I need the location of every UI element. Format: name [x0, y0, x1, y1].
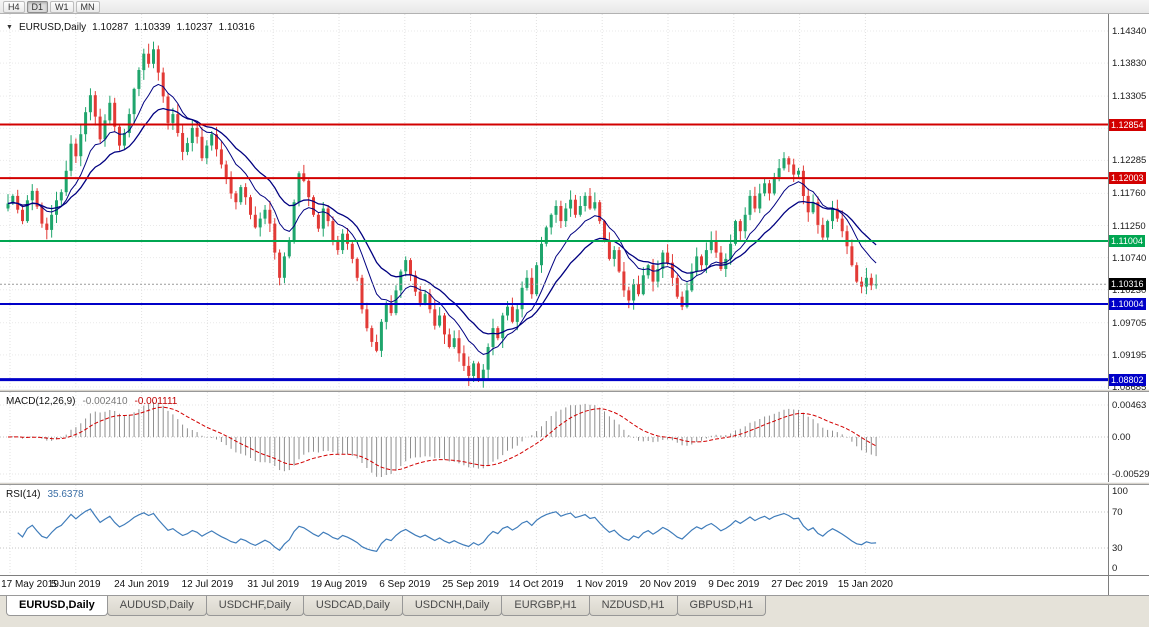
tab-eurgbp-h1[interactable]: EURGBP,H1: [501, 596, 590, 616]
date-axis-label: 20 Nov 2019: [639, 579, 697, 590]
price-axis-label: 1.11760: [1112, 188, 1146, 200]
rsi-value: 35.6378: [47, 489, 84, 500]
price-axis-label: 1.14340: [1112, 26, 1147, 37]
current-price-tag: 1.10316: [1109, 278, 1146, 291]
time-axis-corner: [1108, 576, 1149, 595]
time-axis[interactable]: 17 May 2019 5 Jun 2019 24 Jun 2019 12 Jul 2…: [0, 575, 1149, 595]
chart-header: ▼ EURUSD,Daily 1.10287 1.10339 1.10237 1…: [6, 22, 255, 33]
chart-symbol-label: EURUSD,Daily: [18, 22, 87, 33]
hline-price-tag[interactable]: 1.10004: [1109, 297, 1146, 310]
tab-eurusd-daily[interactable]: EURUSD,Daily: [6, 596, 108, 616]
price-axis-label: 1.10740: [1112, 252, 1147, 264]
tab-nzdusd-h1[interactable]: NZDUSD,H1: [588, 596, 678, 616]
chart-grid: [0, 14, 1108, 389]
macd-signal-value: -0.001111: [134, 396, 178, 407]
macd-label-row: MACD(12,26,9) -0.002410 -0.001111: [6, 396, 177, 407]
timeframe-button-d1[interactable]: D1: [26, 0, 49, 13]
price-axis-label: 1.09195: [1112, 349, 1147, 361]
price-axis-label: 1.13830: [1112, 58, 1147, 70]
price-axis-label: 1.13305: [1112, 91, 1147, 103]
ohlc-high: 1.10339: [134, 22, 171, 33]
hline-price-tag[interactable]: 1.12003: [1109, 172, 1146, 185]
moving-average-lines: [7, 83, 877, 355]
rsi-axis[interactable]: 100 70 30 0: [1108, 485, 1149, 575]
price-axis-label: 1.11250: [1112, 220, 1146, 232]
rsi-line: [17, 508, 877, 552]
timeframe-button-mn[interactable]: MN: [75, 0, 100, 13]
date-axis-label: 19 Aug 2019: [310, 579, 368, 590]
hline-price-tag[interactable]: 1.11004: [1109, 235, 1145, 247]
rsi-label-row: RSI(14) 35.6378: [6, 489, 84, 500]
date-axis-label: 12 Jul 2019: [181, 579, 234, 590]
rsi-axis-label: 70: [1112, 507, 1123, 518]
macd-axis-label: 0.00: [1112, 432, 1131, 443]
timeframe-button-w1[interactable]: W1: [50, 0, 74, 13]
horizontal-lines: [0, 123, 1108, 382]
date-axis-label: 1 Nov 2019: [576, 579, 628, 590]
date-axis-label: 17 May 2019: [1, 579, 59, 590]
price-axis-label: 1.08685: [1112, 381, 1147, 393]
macd-main-value: -0.002410: [82, 396, 128, 407]
rsi-axis-label: 100: [1112, 486, 1128, 497]
date-axis-label: 14 Oct 2019: [509, 579, 564, 590]
date-axis-label: 31 Jul 2019: [247, 579, 300, 590]
tab-usdchf-daily[interactable]: USDCHF,Daily: [205, 596, 304, 616]
price-axis-label: 1.12285: [1112, 155, 1147, 167]
rsi-axis-label: 30: [1112, 543, 1123, 554]
rsi-axis-label: 0: [1112, 563, 1118, 574]
candles-group: [6, 41, 878, 388]
ohlc-open: 1.10287: [92, 22, 129, 33]
tab-usdcad-daily[interactable]: USDCAD,Daily: [302, 596, 403, 616]
symbol-dropdown-icon[interactable]: ▼: [6, 24, 13, 31]
macd-chart-canvas[interactable]: [0, 392, 1108, 482]
hline-price-tag[interactable]: 1.12854: [1109, 118, 1146, 131]
macd-axis-label: 0.00463: [1112, 400, 1147, 411]
rsi-grid: [0, 485, 1108, 575]
macd-axis[interactable]: 0.00463 0.00 -0.00529: [1108, 392, 1149, 482]
panel-splitter[interactable]: [0, 389, 1149, 392]
macd-panel[interactable]: MACD(12,26,9) -0.002410 -0.001111 0.0046…: [0, 392, 1149, 482]
date-axis-label: 24 Jun 2019: [114, 579, 170, 590]
chart-tab-bar: EURUSD,Daily AUDUSD,Daily USDCHF,Daily U…: [0, 595, 1149, 627]
date-axis-label: 25 Sep 2019: [442, 579, 499, 590]
macd-indicator-label: MACD(12,26,9): [6, 396, 76, 407]
macd-signal-line: [7, 406, 877, 471]
date-axis-label: 27 Dec 2019: [771, 579, 828, 590]
date-axis-label: 9 Dec 2019: [708, 579, 760, 590]
candlestick-chart-canvas[interactable]: [0, 14, 1108, 389]
tab-usdcnh-daily[interactable]: USDCNH,Daily: [401, 596, 503, 616]
date-axis-label: 5 Jun 2019: [51, 579, 101, 590]
timeframe-toolbar: H4 D1 W1 MN: [0, 0, 1149, 14]
date-axis-label: 6 Sep 2019: [379, 579, 431, 590]
ohlc-low: 1.10237: [176, 22, 213, 33]
main-chart-panel[interactable]: ▼ EURUSD,Daily 1.10287 1.10339 1.10237 1…: [0, 14, 1149, 393]
tab-gbpusd-h1[interactable]: GBPUSD,H1: [676, 596, 767, 616]
macd-axis-label: -0.00529: [1112, 469, 1149, 480]
hline-price-tag[interactable]: 1.08802: [1109, 373, 1146, 386]
price-axis[interactable]: 1.143401.138301.133051.127951.122851.117…: [1108, 14, 1149, 393]
rsi-panel[interactable]: RSI(14) 35.6378 100 70 30 0: [0, 485, 1149, 575]
price-axis-label: 1.09705: [1112, 317, 1147, 329]
rsi-indicator-label: RSI(14): [6, 489, 41, 500]
ohlc-close: 1.10316: [218, 22, 255, 33]
timeframe-button-h4[interactable]: H4: [3, 0, 25, 13]
date-axis-label: 15 Jan 2020: [837, 579, 893, 590]
panel-splitter[interactable]: [0, 482, 1149, 485]
tab-audusd-daily[interactable]: AUDUSD,Daily: [106, 596, 207, 616]
rsi-chart-canvas[interactable]: [0, 485, 1108, 575]
macd-histogram: [12, 402, 877, 477]
